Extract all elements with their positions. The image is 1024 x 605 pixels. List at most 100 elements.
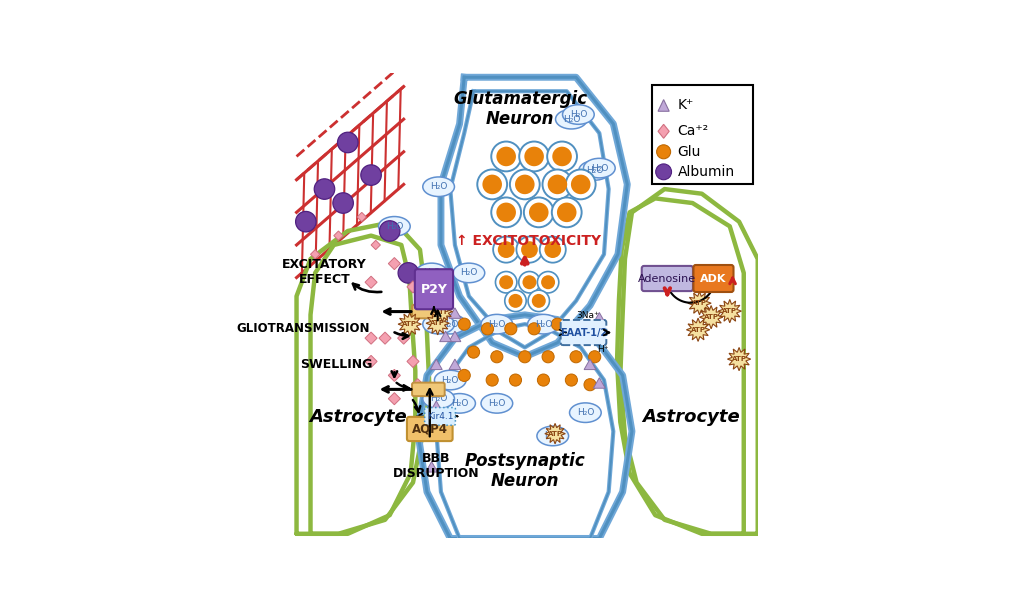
Circle shape xyxy=(515,175,535,194)
Polygon shape xyxy=(718,299,741,322)
Polygon shape xyxy=(449,359,461,370)
Text: ATP: ATP xyxy=(435,309,450,315)
Text: Astrocyte: Astrocyte xyxy=(309,408,408,427)
FancyBboxPatch shape xyxy=(412,305,444,318)
Polygon shape xyxy=(371,240,380,250)
Circle shape xyxy=(519,142,549,171)
Polygon shape xyxy=(688,292,711,315)
Circle shape xyxy=(497,203,516,222)
Circle shape xyxy=(584,379,596,391)
Text: 3Na⁺: 3Na⁺ xyxy=(577,312,599,321)
Circle shape xyxy=(516,237,543,263)
Circle shape xyxy=(496,272,517,293)
Text: H₂O: H₂O xyxy=(488,319,506,329)
Polygon shape xyxy=(407,355,419,367)
Circle shape xyxy=(314,179,335,199)
Polygon shape xyxy=(658,100,670,111)
Circle shape xyxy=(333,193,353,214)
Text: H₂O: H₂O xyxy=(591,163,608,172)
Circle shape xyxy=(528,322,541,335)
FancyBboxPatch shape xyxy=(652,85,753,185)
Polygon shape xyxy=(686,318,710,341)
Polygon shape xyxy=(334,231,343,240)
FancyBboxPatch shape xyxy=(415,269,453,309)
FancyBboxPatch shape xyxy=(412,382,444,396)
Polygon shape xyxy=(426,312,450,335)
Text: ATP: ATP xyxy=(731,356,746,362)
Polygon shape xyxy=(397,332,410,344)
Circle shape xyxy=(548,175,567,194)
Polygon shape xyxy=(658,124,670,139)
FancyBboxPatch shape xyxy=(642,266,693,291)
Text: H₂O: H₂O xyxy=(488,399,506,408)
Ellipse shape xyxy=(527,315,559,334)
Polygon shape xyxy=(449,308,461,318)
Circle shape xyxy=(571,175,591,194)
Ellipse shape xyxy=(556,110,587,129)
Polygon shape xyxy=(584,359,596,370)
Text: ATP: ATP xyxy=(692,300,707,306)
Ellipse shape xyxy=(569,403,601,422)
Polygon shape xyxy=(545,424,565,444)
Ellipse shape xyxy=(453,263,484,283)
Polygon shape xyxy=(388,393,400,405)
Ellipse shape xyxy=(443,394,475,413)
Text: Astrocyte: Astrocyte xyxy=(642,408,740,427)
Circle shape xyxy=(570,351,582,363)
Circle shape xyxy=(468,346,479,358)
Circle shape xyxy=(494,237,519,263)
Polygon shape xyxy=(388,369,400,382)
Circle shape xyxy=(542,351,554,363)
Circle shape xyxy=(509,294,522,308)
Polygon shape xyxy=(430,401,442,411)
Polygon shape xyxy=(407,281,419,293)
Text: H₂O: H₂O xyxy=(569,110,587,119)
Text: H₂O: H₂O xyxy=(430,319,447,329)
Circle shape xyxy=(505,322,517,335)
Circle shape xyxy=(509,374,521,386)
Ellipse shape xyxy=(537,426,568,446)
Circle shape xyxy=(497,146,516,166)
Text: Ca⁺²: Ca⁺² xyxy=(678,124,709,139)
Circle shape xyxy=(380,221,400,241)
Circle shape xyxy=(529,203,549,222)
Circle shape xyxy=(541,275,555,289)
Ellipse shape xyxy=(481,394,513,413)
FancyBboxPatch shape xyxy=(693,265,733,292)
Ellipse shape xyxy=(434,370,466,390)
Polygon shape xyxy=(398,313,422,336)
Circle shape xyxy=(360,165,381,185)
Polygon shape xyxy=(379,332,391,344)
Ellipse shape xyxy=(434,315,466,334)
Circle shape xyxy=(524,146,544,166)
Circle shape xyxy=(589,351,601,363)
Text: H₂O: H₂O xyxy=(535,319,552,329)
Circle shape xyxy=(498,241,514,258)
Polygon shape xyxy=(310,250,319,259)
Circle shape xyxy=(545,241,561,258)
Ellipse shape xyxy=(481,315,513,334)
Text: H₂O: H₂O xyxy=(430,182,447,191)
Text: K⁺: K⁺ xyxy=(678,98,694,112)
Circle shape xyxy=(398,263,419,283)
Circle shape xyxy=(538,272,559,293)
Text: Adenosine: Adenosine xyxy=(638,273,696,284)
Circle shape xyxy=(519,272,541,293)
Text: AQP4: AQP4 xyxy=(412,422,447,436)
Text: H₂O: H₂O xyxy=(451,399,468,408)
Circle shape xyxy=(492,197,521,227)
Circle shape xyxy=(551,318,563,330)
Text: Albumin: Albumin xyxy=(678,165,735,179)
Text: SWELLING: SWELLING xyxy=(300,358,372,371)
Circle shape xyxy=(519,351,530,363)
Polygon shape xyxy=(365,276,377,289)
Text: ATP: ATP xyxy=(703,314,719,320)
Polygon shape xyxy=(357,212,367,221)
Polygon shape xyxy=(727,347,751,371)
Text: H₂O: H₂O xyxy=(544,431,561,440)
Polygon shape xyxy=(593,313,605,323)
Text: H₂O: H₂O xyxy=(430,394,447,403)
Polygon shape xyxy=(432,301,453,322)
Text: H⁺: H⁺ xyxy=(597,345,609,354)
Circle shape xyxy=(566,169,596,199)
